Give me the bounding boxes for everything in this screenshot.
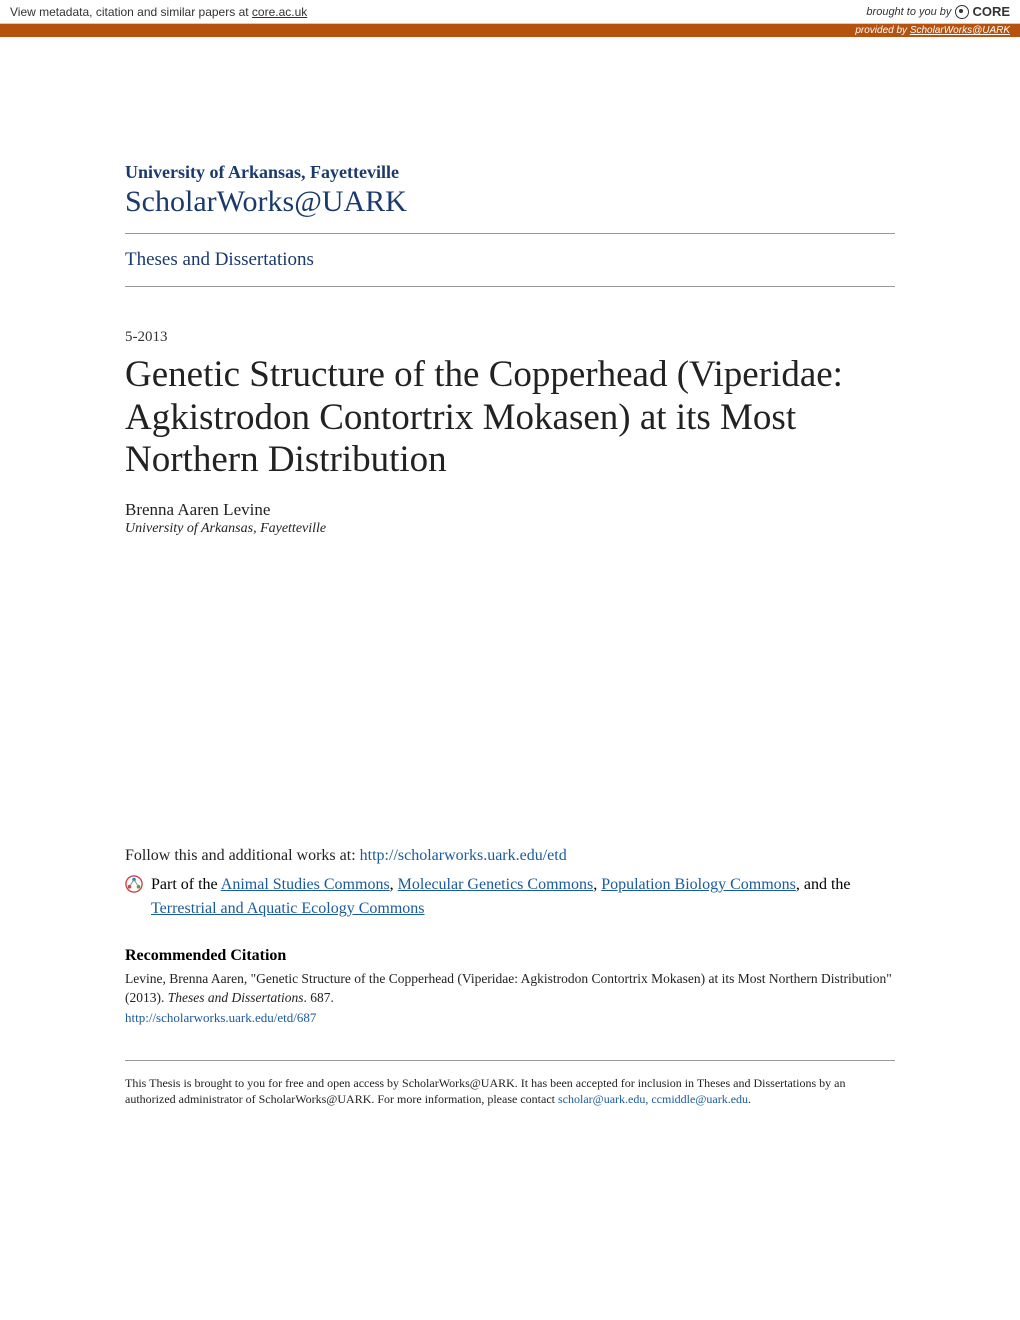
page-content: University of Arkansas, Fayetteville Sch… [0,37,1020,1148]
provided-by-banner: provided by ScholarWorks@UARK [0,24,1020,37]
brought-by-text: brought to you by [866,6,951,18]
publication-date: 5-2013 [125,329,895,346]
provided-prefix: provided by [855,25,909,36]
follow-section: Follow this and additional works at: htt… [125,847,895,865]
network-icon [125,875,143,893]
footer-divider [125,1060,895,1061]
footer-text: This Thesis is brought to you for free a… [125,1075,895,1109]
repository-link[interactable]: ScholarWorks@UARK [125,185,895,219]
part-of-text: Part of the Animal Studies Commons, Mole… [151,873,895,921]
core-icon [955,5,969,19]
core-banner: View metadata, citation and similar pape… [0,0,1020,24]
author-affiliation: University of Arkansas, Fayetteville [125,521,895,537]
core-label: CORE [972,4,1010,19]
core-link[interactable]: core.ac.uk [252,5,307,19]
citation-part2: . 687. [304,990,334,1005]
author-name: Brenna Aaren Levine [125,500,895,520]
citation-section: Recommended Citation Levine, Brenna Aare… [125,947,895,1028]
part-of-section: Part of the Animal Studies Commons, Mole… [125,873,895,921]
partof-sep2: , [593,876,601,893]
collection-link[interactable]: Theses and Dissertations [125,234,895,286]
follow-url[interactable]: http://scholarworks.uark.edu/etd [360,847,567,864]
partof-sep3: , and the [796,876,851,893]
header-divider-2 [125,286,895,287]
commons-link-2[interactable]: Molecular Genetics Commons [398,876,594,893]
citation-series: Theses and Dissertations [168,990,304,1005]
citation-text: Levine, Brenna Aaren, "Genetic Structure… [125,970,895,1028]
citation-url[interactable]: http://scholarworks.uark.edu/etd/687 [125,1009,895,1027]
brought-by-section: brought to you by CORE [866,4,1010,19]
partof-sep1: , [390,876,398,893]
commons-link-4[interactable]: Terrestrial and Aquatic Ecology Commons [151,900,424,917]
contact-email-2[interactable]: ccmiddle@uark.edu [651,1092,748,1106]
document-title: Genetic Structure of the Copperhead (Vip… [125,354,895,482]
footer-part2: . [748,1092,751,1106]
citation-heading: Recommended Citation [125,947,895,965]
provider-link[interactable]: ScholarWorks@UARK [910,25,1010,36]
metadata-text: View metadata, citation and similar pape… [10,5,307,19]
commons-link-1[interactable]: Animal Studies Commons [221,876,390,893]
partof-prefix: Part of the [151,876,221,893]
core-logo[interactable]: CORE [955,4,1010,19]
contact-email-1[interactable]: scholar@uark.edu, [558,1092,651,1106]
follow-prefix: Follow this and additional works at: [125,847,360,864]
metadata-prefix: View metadata, citation and similar pape… [10,5,252,19]
institution-name: University of Arkansas, Fayetteville [125,162,895,183]
commons-link-3[interactable]: Population Biology Commons [601,876,796,893]
